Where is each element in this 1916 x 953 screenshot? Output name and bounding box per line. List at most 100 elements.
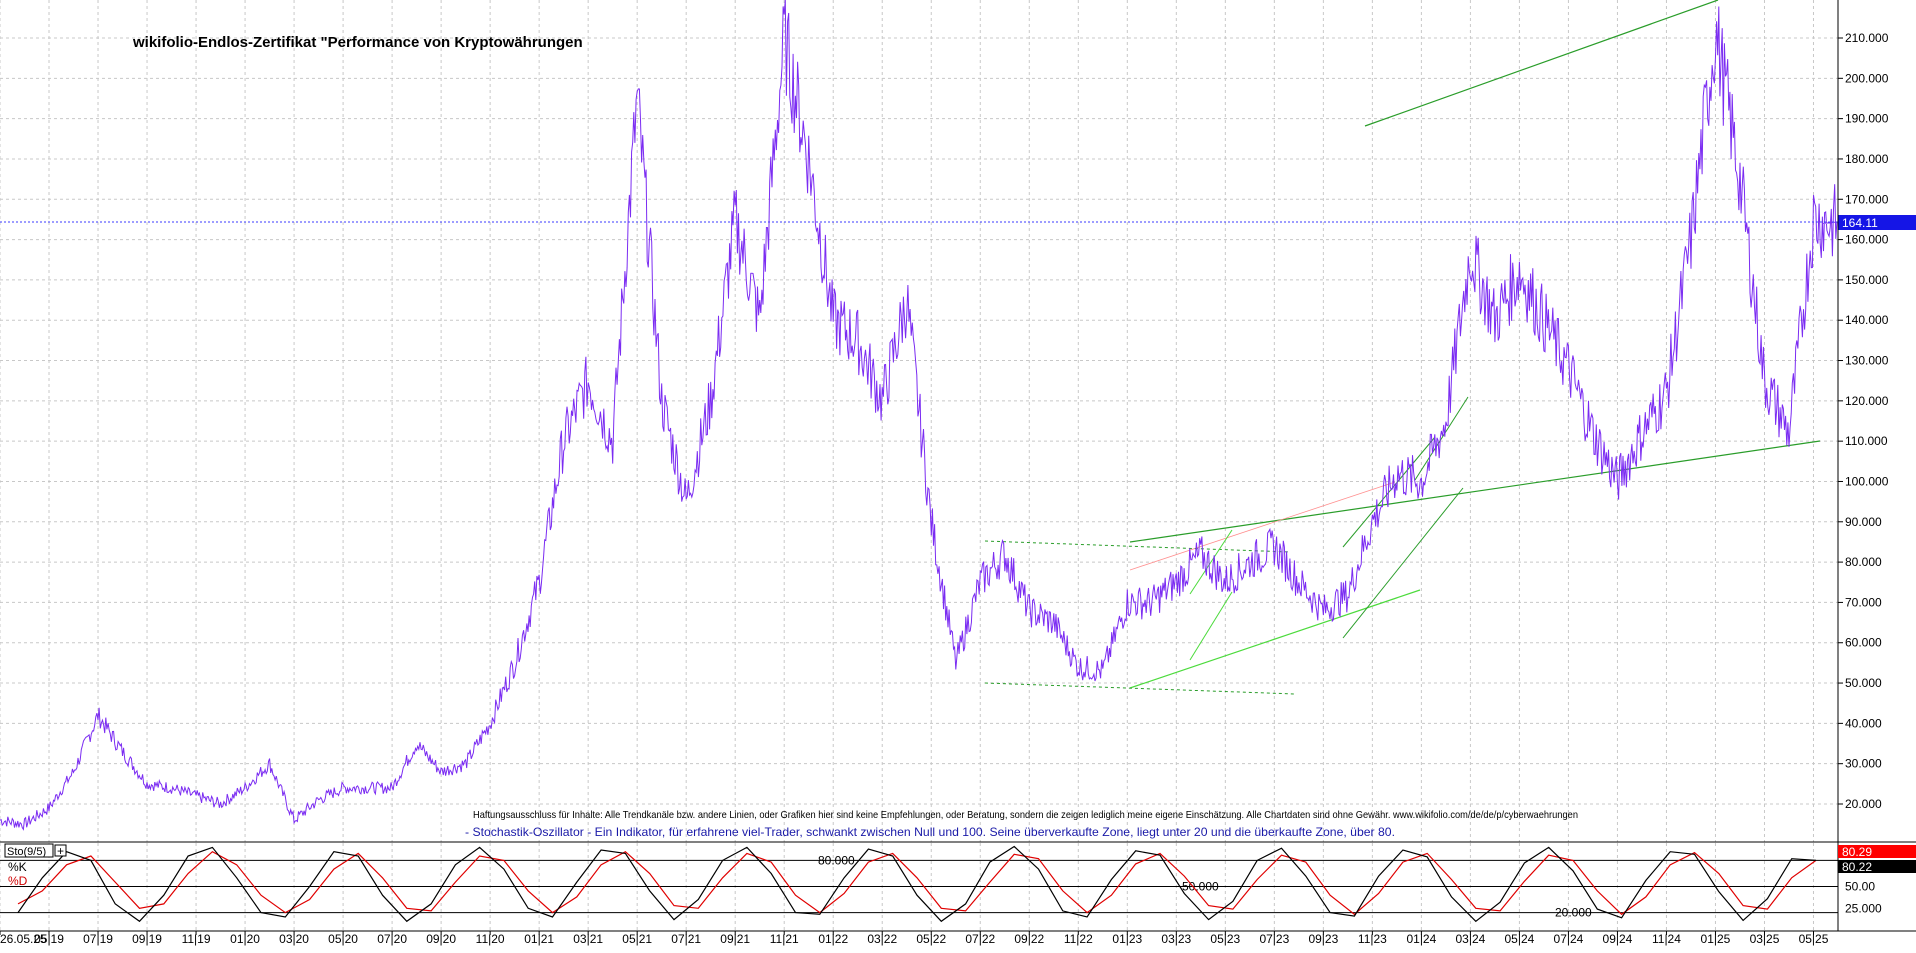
x-tick-label: 11|22 [1064,932,1093,946]
x-tick-label: 09|20 [426,932,456,946]
x-tick-label: 05|19 [34,932,64,946]
disclaimer-text: Haftungsausschluss für Inhalte: Alle Tre… [473,809,1578,821]
osc-y-tick-label: 50.00 [1845,880,1875,894]
osc-legend-title: Sto(9/5) [7,846,46,858]
plus-icon[interactable]: + [57,844,64,858]
x-tick-label: 03|23 [1161,932,1191,946]
x-tick-label: 11|20 [476,932,505,946]
trend-line [1364,0,1719,127]
x-tick-label: 07|21 [671,932,701,946]
x-tick-label: 05|20 [328,932,358,946]
trend-line [1129,440,1821,543]
y-tick-label: 190.000 [1845,112,1889,126]
y-tick-label: 100.000 [1845,474,1889,488]
x-tick-label: 03|20 [279,932,309,946]
x-tick-label: 09|23 [1308,932,1338,946]
x-tick-label: 03|21 [573,932,603,946]
x-tick-label: 07|20 [377,932,407,946]
osc-k-line [17,845,1817,923]
osc-level-label: 80.000 [818,853,855,867]
x-tick-label: 11|24 [1652,932,1681,946]
y-tick-label: 90.000 [1845,515,1882,529]
last-price-tag [1838,215,1916,230]
osc-k-tag [1838,845,1916,858]
trend-line [1342,436,1436,548]
x-tick-label: 05|24 [1505,932,1535,946]
osc-level-label: 50.000 [1182,880,1219,894]
y-tick-label: 210.000 [1845,31,1889,45]
y-tick-label: 120.000 [1845,394,1889,408]
price-series-line [0,0,1838,831]
osc-d-line [17,850,1817,916]
y-tick-label: 160.000 [1845,233,1889,247]
trend-line [1342,487,1464,639]
trend-line [1129,481,1396,571]
x-tick-label: 01|20 [230,932,260,946]
osc-y-tick-label: 25.000 [1845,901,1882,915]
trend-line [984,540,1291,553]
y-tick-label: 30.000 [1845,757,1882,771]
x-tick-label: 09|19 [132,932,162,946]
x-tick-label: 05|22 [916,932,946,946]
osc-expand-button[interactable] [54,844,67,857]
x-tick-label: 11|19 [182,932,211,946]
x-tick-label: 03|22 [867,932,897,946]
x-tick-label: 07|19 [83,932,113,946]
last-price-label: 164.11 [1842,216,1878,230]
y-axis: 20.000 30.000 40.000 50.000 60.000 70.000 80.0… [1838,31,1889,811]
y-tick-label: 180.000 [1845,152,1889,166]
x-tick-label: 01|25 [1701,932,1731,946]
trend-line [1414,396,1469,481]
x-tick-label: 05|25 [1799,932,1829,946]
grid [0,0,1838,930]
y-tick-label: 150.000 [1845,273,1889,287]
osc-k-value: 80.29 [1842,845,1872,859]
y-tick-label: 50.000 [1845,676,1882,690]
x-tick-label: 11|23 [1358,932,1387,946]
osc-legend-d: %D [8,874,28,888]
y-tick-label: 140.000 [1845,313,1889,327]
y-tick-label: 60.000 [1845,636,1882,650]
y-tick-label: 80.000 [1845,555,1882,569]
osc-layer: 20.000 50.000 80.000 25.000 50.00 [0,845,1882,923]
x-tick-label: 09|22 [1014,932,1044,946]
trend-line [1189,591,1233,661]
x-tick-label: 26.05.25 [0,932,47,946]
osc-d-value: 80.22 [1842,860,1872,874]
trend-line [1189,529,1233,595]
x-tick-label: 05|23 [1210,932,1240,946]
x-tick-label: 01|22 [818,932,848,946]
x-tick-label: 07|24 [1554,932,1584,946]
x-tick-label: 01|24 [1406,932,1436,946]
trendlines [984,0,1821,695]
osc-level-label: 20.000 [1555,906,1592,920]
y-tick-label: 170.000 [1845,192,1889,206]
y-tick-label: 20.000 [1845,797,1882,811]
y-tick-label: 40.000 [1845,716,1882,730]
chart-title: wikifolio-Endlos-Zertifikat "Performance… [132,34,583,51]
x-tick-label: 07|23 [1259,932,1289,946]
x-tick-label: 03|25 [1750,932,1780,946]
y-tick-label: 110.000 [1845,434,1888,448]
x-tick-label: 03|24 [1455,932,1485,946]
x-tick-label: 09|21 [720,932,750,946]
x-tick-label: 01|21 [524,932,554,946]
osc-legend-box [4,843,54,858]
y-tick-label: 130.000 [1845,354,1889,368]
x-tick-label: 01|23 [1112,932,1142,946]
indicator-note: - Stochastik-Oszillator - Ein Indikator,… [465,825,1395,839]
trend-line [1129,589,1421,689]
x-tick-label: 11|21 [770,932,799,946]
trend-line [984,682,1296,695]
x-tick-label: 09|24 [1603,932,1633,946]
y-tick-label: 70.000 [1845,595,1882,609]
osc-legend-k: %K [8,860,27,874]
x-tick-label: 07|22 [965,932,995,946]
y-tick-label: 200.000 [1845,71,1889,85]
price-layer [0,0,1838,831]
x-tick-label: 05|21 [622,932,652,946]
